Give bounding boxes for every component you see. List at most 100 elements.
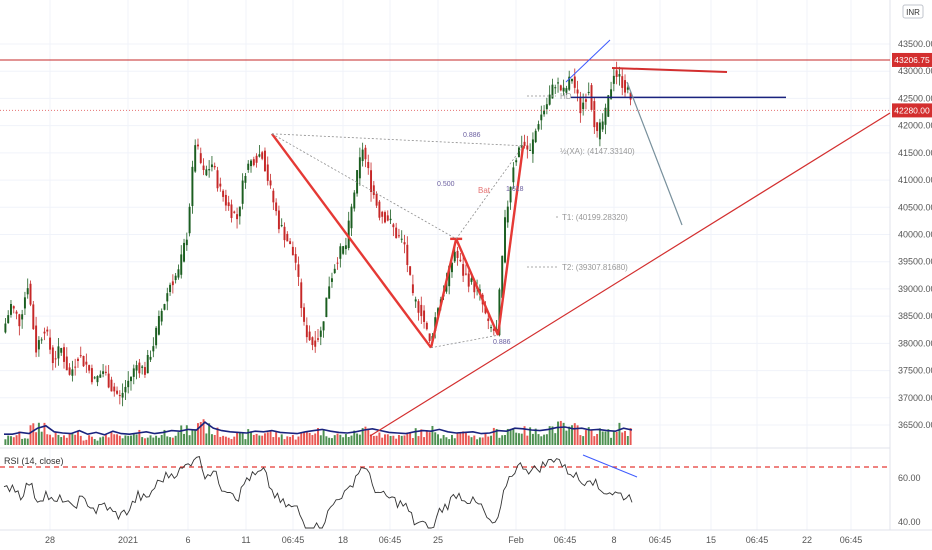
candle-body xyxy=(311,337,314,346)
candle-body xyxy=(169,284,172,293)
time-axis[interactable]: 28 2021 6 11 06:45 18 06:45 25 Feb 06:45 8 06:45 15 0… xyxy=(45,535,862,545)
candle-body xyxy=(163,304,166,310)
currency-label: INR xyxy=(906,8,920,17)
volume-bar xyxy=(317,428,319,445)
candle-body xyxy=(263,150,266,172)
candle-body xyxy=(559,85,562,91)
volume-bar xyxy=(464,432,467,445)
volume-bar xyxy=(612,431,615,445)
volume-bar xyxy=(425,430,428,445)
volume-bar xyxy=(104,434,107,445)
volume-bar xyxy=(423,437,426,445)
volume-bar xyxy=(406,432,409,445)
candle-body xyxy=(470,278,473,282)
time-tick-label: 25 xyxy=(433,535,443,545)
pattern-dot-xd xyxy=(271,133,524,147)
projection-line[interactable] xyxy=(626,81,683,226)
candle-body xyxy=(250,160,252,167)
volume-bar xyxy=(277,437,280,445)
ratio-ab-label: 0.886 xyxy=(463,132,481,139)
volume-bar xyxy=(202,419,205,445)
candle-body xyxy=(423,310,426,322)
rsi-pane xyxy=(0,454,890,529)
candle-body xyxy=(152,346,155,352)
volume-bar xyxy=(353,430,356,445)
candle-body xyxy=(342,246,345,254)
candle-body xyxy=(294,254,297,263)
pattern-leg-ab xyxy=(429,238,458,348)
price-tick-label: 37500.00 xyxy=(898,366,932,376)
volume-bar xyxy=(88,435,91,445)
candle-body xyxy=(607,95,610,117)
bat-pattern[interactable] xyxy=(270,133,525,349)
volume-bar xyxy=(224,436,227,445)
candle-body xyxy=(261,152,264,159)
resistance-ray[interactable] xyxy=(611,67,728,73)
volume-bar xyxy=(534,428,537,445)
candle-body xyxy=(487,318,490,322)
candle-body xyxy=(417,301,420,313)
pattern-leg-xa xyxy=(270,133,433,349)
volume-bar xyxy=(356,433,359,445)
volume-bar xyxy=(46,434,49,445)
price-tick-label: 43000.00 xyxy=(898,66,932,76)
ratio-xd-label: 0.886 xyxy=(493,339,511,346)
candle-body xyxy=(286,233,289,242)
candle-body xyxy=(272,190,275,203)
price-tick-label: 42500.00 xyxy=(898,93,932,103)
candle-body xyxy=(344,245,347,250)
volume-bar xyxy=(96,440,99,445)
volume-bar xyxy=(562,422,565,445)
pattern-dot-ac xyxy=(430,334,499,349)
candle-body xyxy=(289,241,292,245)
volume-bar xyxy=(498,437,501,445)
candle-body xyxy=(171,281,174,286)
volume-bar xyxy=(520,433,523,445)
volume-bar xyxy=(370,434,373,445)
support-trendline[interactable] xyxy=(369,112,891,437)
rsi-tick-label: 60.00 xyxy=(898,473,921,483)
time-tick-label: 18 xyxy=(338,535,348,545)
volume-bar xyxy=(188,435,191,445)
volume-bar xyxy=(610,437,613,445)
candle-body xyxy=(400,238,403,240)
price-axis[interactable]: 36500.00 37000.00 37500.00 38000.00 38500.00… xyxy=(898,39,932,430)
candle-body xyxy=(199,153,202,163)
candle-body xyxy=(484,306,487,314)
candle-body xyxy=(205,169,208,176)
currency-badge[interactable]: INR xyxy=(902,4,924,19)
volume-bar xyxy=(197,423,199,445)
volume-bar xyxy=(74,434,77,445)
time-tick-label: 06:45 xyxy=(649,535,672,545)
volume-bar xyxy=(294,439,297,445)
pattern-leg-cd xyxy=(496,145,525,336)
candle-body xyxy=(378,201,381,218)
volume-bar xyxy=(384,434,386,445)
volume-bar xyxy=(551,426,554,445)
volume-bar xyxy=(107,437,110,445)
candle-body xyxy=(227,202,230,207)
candle-body xyxy=(330,278,333,282)
volume-bar xyxy=(439,438,442,445)
volume-bar xyxy=(85,439,88,445)
volume-bar xyxy=(289,436,292,445)
volume-bar xyxy=(626,435,629,445)
volume-bar xyxy=(409,433,412,445)
time-tick-label: 06:45 xyxy=(379,535,402,545)
volume-bar xyxy=(4,439,7,445)
volume-bar xyxy=(205,433,208,445)
volume-bar xyxy=(12,437,15,445)
candle-body xyxy=(68,367,71,375)
candle-body xyxy=(328,286,331,299)
candle-body xyxy=(99,374,102,378)
channel-top-line[interactable] xyxy=(565,39,611,83)
volume-bar xyxy=(15,435,18,445)
volume-bar xyxy=(236,432,239,445)
candle-body xyxy=(490,327,493,329)
candle-body xyxy=(428,333,431,341)
candle-body xyxy=(222,190,225,197)
price-tick-label: 41000.00 xyxy=(898,175,932,185)
candle-body xyxy=(303,307,306,322)
volume-bar xyxy=(76,430,79,445)
